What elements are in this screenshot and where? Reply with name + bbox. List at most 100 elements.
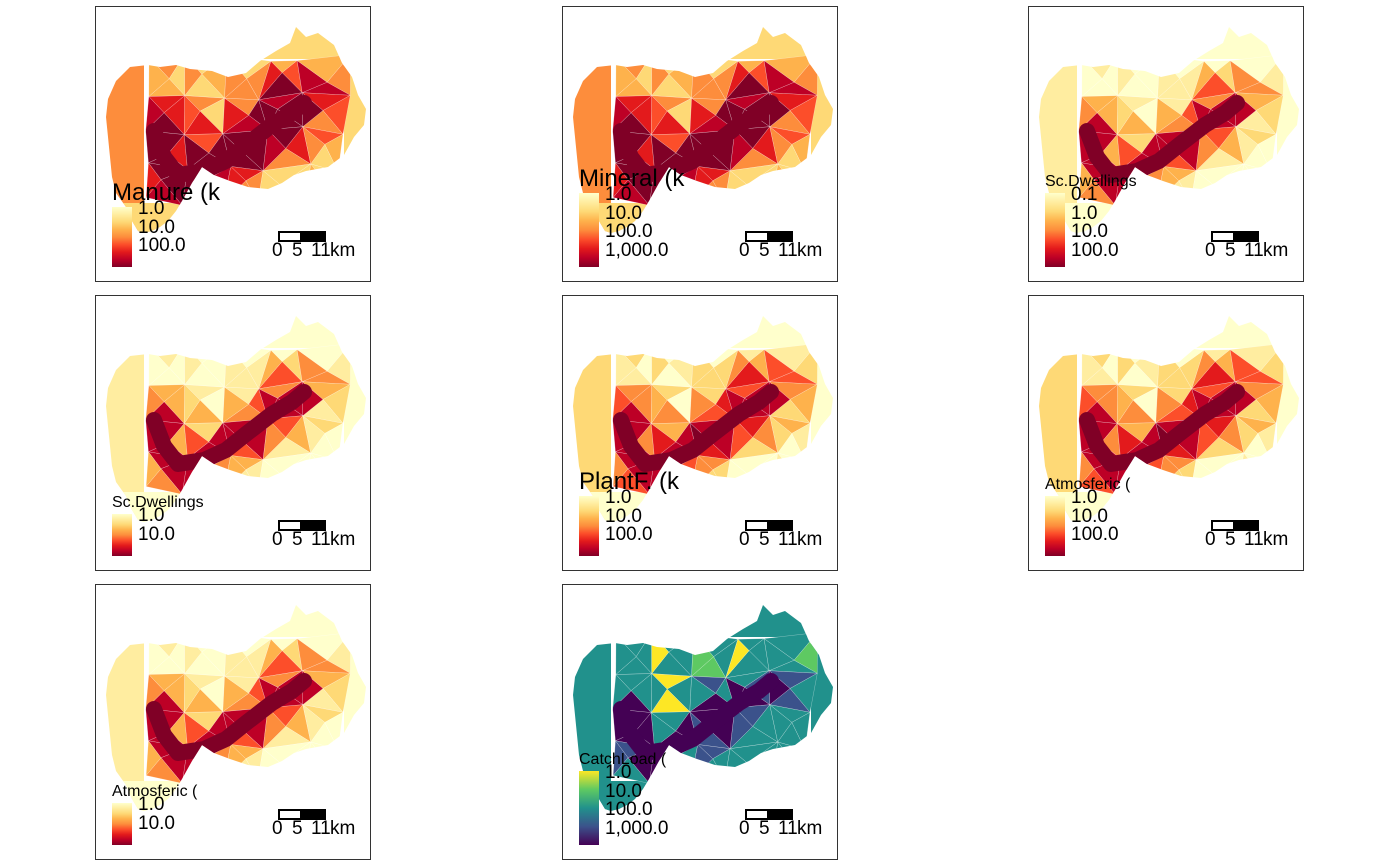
subcatchment [1229, 60, 1261, 93]
subcatchment [222, 97, 250, 135]
subcatchment [145, 162, 162, 199]
subcatchment [304, 760, 342, 785]
legend-title: Sc.Dwellings [1045, 173, 1137, 190]
scale-tick-2: 11 [1244, 529, 1264, 550]
map-panel-atmosferic-1: Atmosferic ( 1.0 10.0 100.0 0 5 11 km [1028, 295, 1304, 571]
map-panel-manure: Manure (k 1.0 10.0 100.0 0 5 11 km [95, 6, 371, 282]
scale-unit: km [330, 818, 356, 839]
scale-bar [1211, 231, 1259, 242]
catchment-map [1039, 316, 1299, 522]
subcatchment [729, 418, 753, 461]
legend-color-bar [112, 514, 132, 556]
scale-tick-1: 5 [759, 529, 770, 550]
legend-color-bar [579, 771, 599, 845]
subcatchment [1191, 349, 1216, 389]
subcatchment [183, 134, 210, 170]
subcatchment [1116, 423, 1143, 459]
subcatchment [650, 423, 677, 459]
subcatchment [258, 638, 283, 678]
subcatchment [792, 460, 808, 490]
legend-label: 1.0 [605, 184, 632, 205]
subcatchment [612, 674, 632, 710]
subcatchment [296, 60, 328, 93]
subcatchment [325, 749, 341, 779]
subcatchment [302, 704, 326, 743]
scale-bar-black-segment [1233, 231, 1259, 242]
scale-bar [278, 520, 326, 531]
subcatchment [1237, 182, 1275, 207]
legend-label: 100.0 [1071, 524, 1119, 545]
subcatchment [1039, 27, 1299, 59]
scale-tick-1: 5 [292, 818, 303, 839]
legend-label: 1.0 [1071, 487, 1098, 508]
subcatchment [725, 638, 750, 678]
subcatchment [1039, 316, 1299, 348]
subcatchment [650, 673, 668, 714]
scale-bar-black-segment [300, 231, 326, 242]
subcatchment [1081, 345, 1103, 386]
catchment-map [106, 27, 366, 233]
scale-bar [745, 520, 793, 531]
legend-label: 100.0 [605, 524, 653, 545]
scale-tick-0: 0 [1205, 529, 1216, 550]
subcatchment [262, 707, 286, 750]
subcatchment [763, 60, 795, 93]
subcatchment [258, 349, 283, 389]
subcatchment [1237, 471, 1275, 496]
subcatchment [183, 95, 201, 136]
subcatchment [689, 386, 717, 424]
subcatchment [650, 384, 668, 425]
legend-label: 100.0 [138, 235, 186, 256]
legend-label: 10.0 [605, 505, 642, 527]
subcatchment [729, 707, 753, 750]
legend-label: 10.0 [1071, 505, 1108, 527]
scale-bar [745, 231, 793, 242]
subcatchment [222, 386, 250, 424]
subcatchment [1235, 126, 1259, 165]
subcatchment [296, 638, 328, 671]
subcatchment [1155, 97, 1183, 135]
subcatchment [302, 126, 326, 165]
scale-bar [745, 809, 793, 820]
subcatchment [258, 60, 283, 100]
main-river-corridor [146, 95, 312, 183]
scale-tick-0: 0 [739, 818, 750, 839]
subcatchment [612, 740, 629, 777]
subcatchment [771, 471, 809, 496]
legend-color-bar [1045, 496, 1065, 556]
subcatchment [763, 349, 795, 382]
catchment-map [106, 605, 366, 811]
legend-title: PlantF. (k [579, 468, 680, 495]
scale-tick-2: 11 [311, 240, 331, 261]
scale-tick-0: 0 [272, 529, 283, 550]
scale-tick-2: 11 [1244, 240, 1264, 261]
subcatchment [725, 60, 750, 100]
subcatchment [612, 96, 632, 132]
subcatchment [148, 56, 170, 97]
scale-unit: km [1263, 529, 1289, 550]
subcatchment [573, 316, 833, 348]
subcatchment [612, 162, 629, 199]
main-river-corridor [1079, 95, 1245, 183]
scale-tick-1: 5 [1225, 240, 1236, 261]
subcatchment [771, 182, 809, 207]
subcatchment [650, 712, 677, 748]
scale-unit: km [797, 240, 823, 261]
subcatchment [296, 349, 328, 382]
subcatchment [1078, 96, 1098, 132]
subcatchment [304, 471, 342, 496]
legend-title: Sc.Dwellings [112, 494, 204, 511]
legend-color-bar [112, 803, 132, 845]
scale-tick-1: 5 [292, 529, 303, 550]
scale-tick-2: 11 [311, 529, 331, 550]
scale-tick-2: 11 [311, 818, 331, 839]
subcatchment [106, 27, 366, 59]
subcatchment [769, 126, 793, 165]
main-river-corridor [613, 384, 779, 472]
scale-tick-1: 5 [759, 818, 770, 839]
subcatchment [1235, 415, 1259, 454]
map-panel-mineral: Mineral (k 1.0 10.0 100.0 1,000.0 0 5 11 km [562, 6, 838, 282]
scale-bar-black-segment [767, 231, 793, 242]
legend-label: 10.0 [138, 523, 175, 545]
subcatchment [1195, 418, 1219, 461]
